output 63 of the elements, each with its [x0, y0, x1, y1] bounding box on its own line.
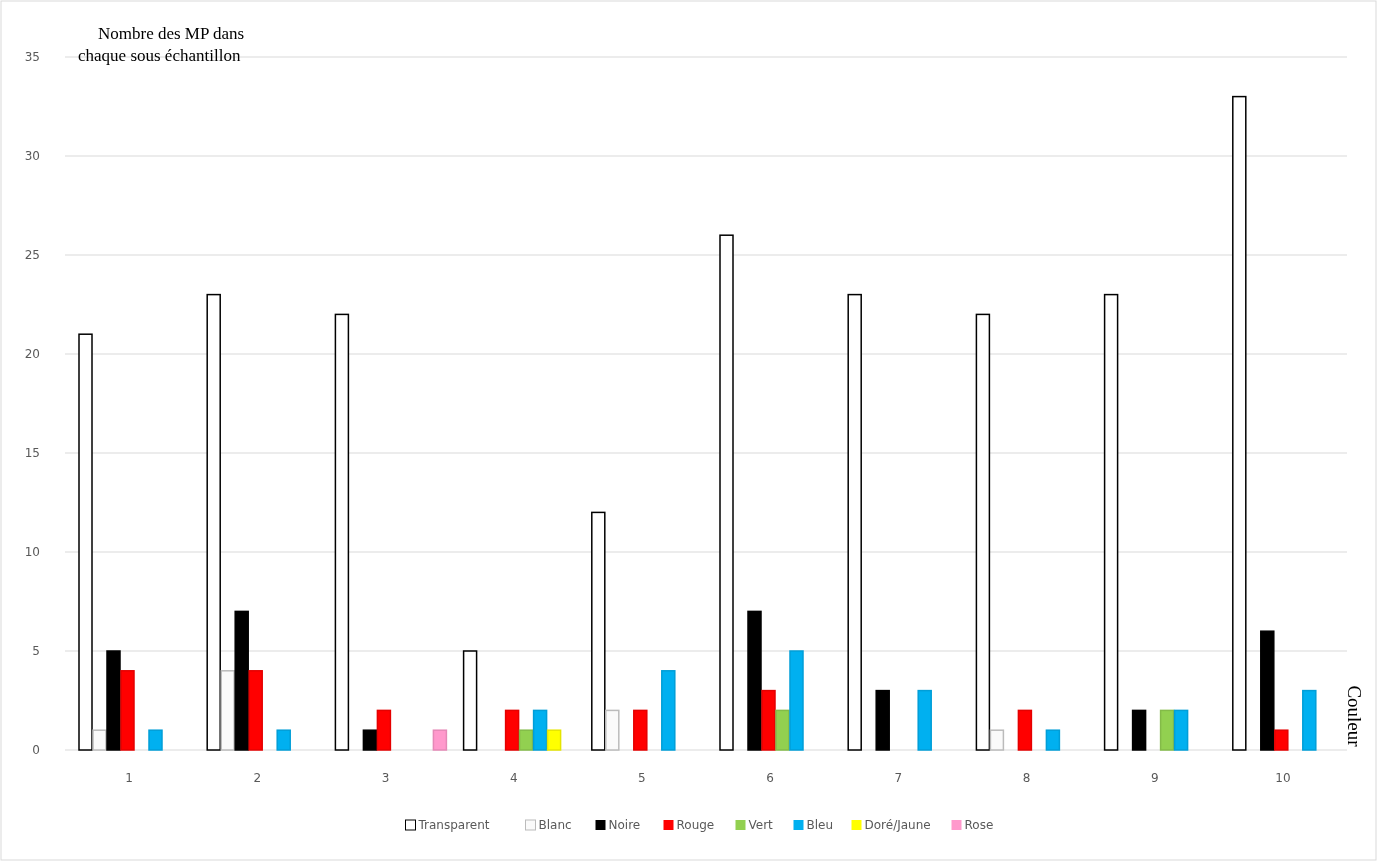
legend-label: Rouge: [676, 818, 715, 832]
bar: [1232, 95, 1247, 751]
bar: [106, 650, 121, 751]
y-tick-label: 30: [24, 149, 40, 163]
bar: [633, 709, 648, 751]
bar: [432, 729, 448, 751]
bar: [1173, 709, 1189, 751]
x-tick-label: 2: [253, 771, 262, 785]
bar: [148, 729, 163, 751]
x-tick-label: 1: [125, 771, 133, 785]
legend-label: Transparent: [417, 818, 490, 832]
x-tick-label: 6: [766, 771, 774, 785]
bar: [504, 709, 520, 751]
bar: [875, 689, 890, 751]
bar: [719, 234, 734, 751]
y-tick-label: 0: [32, 743, 40, 757]
y-tick-label: 10: [24, 545, 40, 559]
y-tick-label: 25: [24, 248, 40, 262]
y-axis-title: Nombre des MP dans chaque sous échantillon: [78, 24, 245, 65]
bar: [362, 729, 378, 751]
legend-label: Noire: [608, 818, 641, 832]
bar: [747, 610, 762, 751]
y-tick-label: 15: [24, 446, 40, 460]
bar: [661, 670, 676, 751]
bar: [120, 670, 135, 751]
legend-label: Bleu: [806, 818, 834, 832]
bar: [1260, 630, 1275, 751]
bar: [1103, 293, 1119, 751]
y-tick-label: 20: [24, 347, 40, 361]
y-tick-label: 35: [24, 50, 40, 64]
bar: [234, 610, 249, 751]
bar: [462, 650, 478, 751]
bar: [1017, 709, 1033, 751]
bar: [532, 709, 548, 751]
legend-label: Vert: [748, 818, 774, 832]
x-tick-label: 10: [1275, 771, 1291, 785]
bar: [1159, 709, 1175, 751]
legend-label: Blanc: [538, 818, 572, 832]
bar: [1131, 709, 1147, 751]
x-tick-label: 7: [894, 771, 903, 785]
bar: [847, 293, 862, 751]
bar: [789, 650, 804, 751]
x-tick-label: 8: [1022, 771, 1031, 785]
bar: [518, 729, 534, 751]
x-tick-label: 4: [509, 771, 518, 785]
bar: [917, 689, 932, 751]
bar: [761, 689, 776, 751]
bar: [248, 670, 263, 751]
y-tick-label: 5: [32, 644, 40, 658]
x-tick-label: 9: [1150, 771, 1159, 785]
bar: [376, 709, 392, 751]
annotation: Couleur: [1344, 685, 1365, 748]
x-tick-label: 3: [381, 771, 390, 785]
bar: [546, 729, 562, 751]
legend-label: Doré/Jaune: [864, 818, 931, 832]
bar: [775, 709, 790, 751]
bar: [276, 729, 291, 751]
bar: [1274, 729, 1289, 751]
bar: [334, 313, 350, 751]
bar: [1302, 689, 1317, 751]
bar: [1045, 729, 1061, 751]
legend-label: Rose: [964, 818, 994, 832]
x-tick-label: 5: [638, 771, 646, 785]
